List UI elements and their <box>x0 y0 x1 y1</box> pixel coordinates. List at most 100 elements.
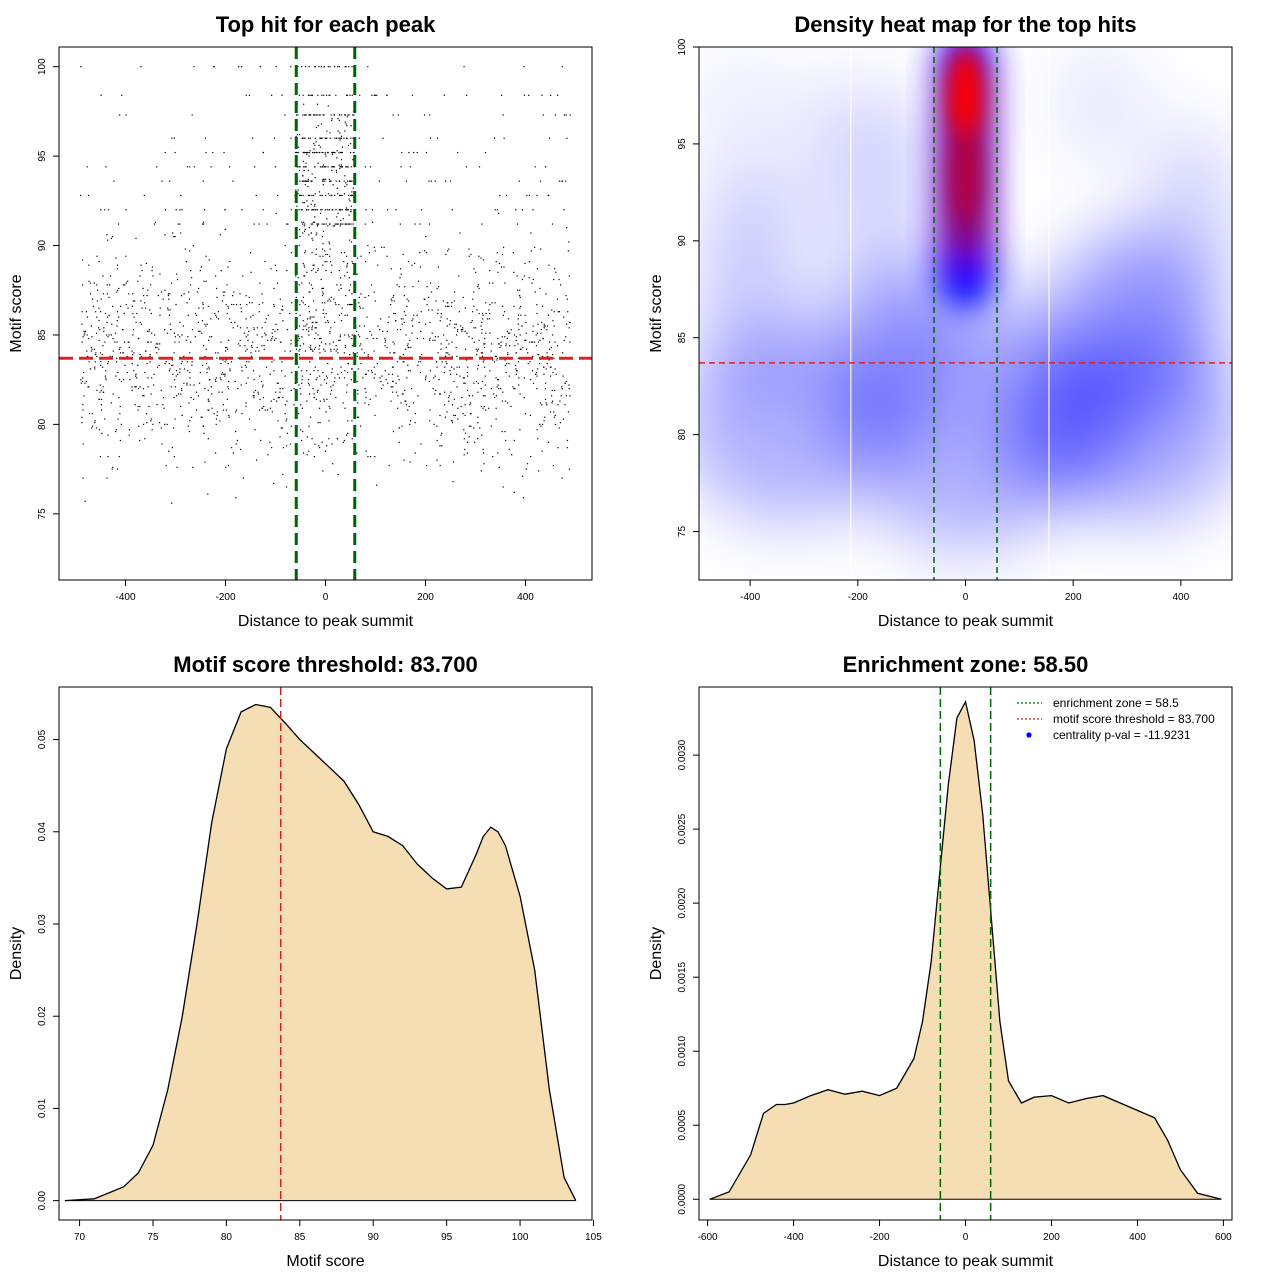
data-point <box>140 323 143 325</box>
data-point <box>386 346 388 349</box>
data-point <box>256 346 258 349</box>
data-point <box>523 396 525 399</box>
data-point <box>193 166 195 168</box>
data-point <box>254 166 256 168</box>
data-point <box>208 259 210 261</box>
data-point <box>261 336 263 338</box>
data-point <box>371 221 374 223</box>
data-point <box>541 321 543 324</box>
data-point <box>297 166 299 168</box>
data-point <box>262 209 264 211</box>
data-point <box>446 325 448 327</box>
data-point <box>116 357 118 359</box>
data-point <box>477 348 479 350</box>
data-point <box>142 287 144 290</box>
data-point <box>532 355 534 358</box>
data-point <box>176 273 178 275</box>
data-point <box>364 223 366 225</box>
data-point <box>475 271 477 273</box>
data-point <box>392 114 394 116</box>
data-point <box>460 405 462 408</box>
data-point <box>512 386 514 388</box>
data-point <box>340 371 343 374</box>
data-point <box>298 384 300 386</box>
data-point <box>241 366 243 368</box>
data-point <box>346 209 348 211</box>
data-point <box>568 384 570 386</box>
data-point <box>468 395 470 397</box>
data-point <box>359 94 361 96</box>
data-point <box>323 66 325 68</box>
data-point <box>538 362 541 365</box>
data-point <box>314 327 316 329</box>
data-point <box>245 295 247 297</box>
data-point <box>364 261 367 263</box>
y-axis-label: Motif score <box>8 274 25 352</box>
data-point <box>438 286 440 288</box>
data-point <box>459 232 461 234</box>
data-point <box>88 386 90 388</box>
data-point <box>328 298 330 300</box>
data-point <box>308 425 310 427</box>
data-point <box>516 275 518 277</box>
data-point <box>543 327 545 329</box>
data-point <box>86 166 88 168</box>
data-point <box>507 354 509 356</box>
data-point <box>341 146 344 148</box>
data-point <box>150 393 152 395</box>
data-point <box>319 166 321 168</box>
data-point <box>235 497 237 499</box>
data-point <box>120 423 122 425</box>
data-point <box>235 411 237 413</box>
data-point <box>473 305 475 307</box>
data-point <box>307 137 310 139</box>
data-point <box>281 361 283 363</box>
data-point <box>429 339 431 341</box>
data-point <box>316 114 318 116</box>
data-point <box>382 330 384 332</box>
data-point <box>436 366 438 368</box>
data-point <box>401 393 404 395</box>
data-point <box>153 384 155 386</box>
x-tick-label: 200 <box>417 592 434 603</box>
data-point <box>457 418 459 420</box>
data-point <box>276 282 279 284</box>
data-point <box>155 343 157 345</box>
data-point <box>317 209 319 211</box>
data-point <box>357 368 360 370</box>
data-point <box>107 455 109 458</box>
data-point <box>345 295 347 297</box>
data-point <box>434 375 436 377</box>
data-point <box>248 302 251 304</box>
data-point <box>351 293 353 295</box>
data-point <box>311 209 313 211</box>
data-point <box>530 250 532 252</box>
data-point <box>492 359 494 361</box>
data-point <box>160 427 162 429</box>
data-point <box>561 386 563 388</box>
data-point <box>170 328 172 331</box>
data-point <box>322 291 324 293</box>
data-point <box>501 94 503 96</box>
data-point <box>462 328 464 331</box>
data-point <box>109 275 112 277</box>
data-point <box>384 341 386 343</box>
data-point <box>452 461 455 463</box>
data-point <box>352 223 354 225</box>
data-point <box>302 452 305 454</box>
data-point <box>311 328 313 331</box>
data-point <box>349 284 352 286</box>
data-point <box>347 432 349 434</box>
data-point <box>490 350 492 352</box>
data-point <box>310 180 312 182</box>
data-point <box>445 346 447 349</box>
data-point <box>358 296 360 299</box>
data-point <box>559 284 562 286</box>
data-point <box>307 185 309 188</box>
data-point <box>194 336 196 338</box>
data-point <box>307 151 309 154</box>
data-point <box>240 307 242 309</box>
data-point <box>554 423 557 425</box>
data-point <box>308 155 310 157</box>
